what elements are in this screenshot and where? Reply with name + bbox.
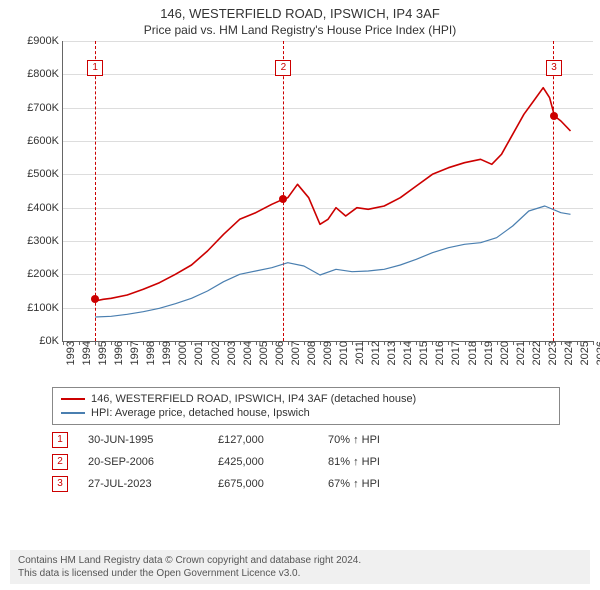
x-axis-label: 2026 — [593, 341, 600, 365]
x-axis-label: 2004 — [240, 341, 254, 365]
sale-row-price: £425,000 — [218, 456, 308, 468]
x-axis-label: 1999 — [159, 341, 173, 365]
legend-label: 146, WESTERFIELD ROAD, IPSWICH, IP4 3AF … — [91, 393, 416, 405]
legend-item: HPI: Average price, detached house, Ipsw… — [61, 406, 551, 420]
sale-row-date: 20-SEP-2006 — [88, 456, 198, 468]
x-axis-label: 2011 — [352, 341, 366, 365]
legend-swatch — [61, 412, 85, 414]
x-axis-label: 2017 — [448, 341, 462, 365]
footer-note: Contains HM Land Registry data © Crown c… — [10, 550, 590, 584]
sales-table: 1 30-JUN-1995 £127,000 70% ↑ HPI 2 20-SEP-200… — [52, 429, 560, 495]
sale-flag: 2 — [275, 60, 291, 76]
x-axis-label: 2010 — [336, 341, 350, 365]
footer-line-1: Contains HM Land Registry data © Crown c… — [18, 554, 582, 567]
sale-row-price: £675,000 — [218, 478, 308, 490]
y-axis-label: £500K — [27, 168, 63, 180]
x-axis-label: 2012 — [368, 341, 382, 365]
y-axis-label: £900K — [27, 35, 63, 47]
series-lines — [63, 41, 593, 341]
chart-subtitle: Price paid vs. HM Land Registry's House … — [0, 21, 600, 41]
x-axis-label: 1998 — [143, 341, 157, 365]
x-axis-label: 2024 — [561, 341, 575, 365]
x-axis-label: 2001 — [191, 341, 205, 365]
x-axis-label: 2016 — [432, 341, 446, 365]
x-axis-label: 2007 — [288, 341, 302, 365]
sale-row: 1 30-JUN-1995 £127,000 70% ↑ HPI — [52, 429, 560, 451]
legend-label: HPI: Average price, detached house, Ipsw… — [91, 407, 310, 419]
plot-area: £0K£100K£200K£300K£400K£500K£600K£700K£8… — [62, 41, 593, 342]
y-axis-label: £0K — [39, 335, 63, 347]
x-axis-label: 2023 — [545, 341, 559, 365]
x-axis-label: 2013 — [384, 341, 398, 365]
y-axis-label: £200K — [27, 268, 63, 280]
sale-flag: 3 — [546, 60, 562, 76]
sale-row: 2 20-SEP-2006 £425,000 81% ↑ HPI — [52, 451, 560, 473]
x-axis-label: 2000 — [175, 341, 189, 365]
sale-row: 3 27-JUL-2023 £675,000 67% ↑ HPI — [52, 473, 560, 495]
sale-row-date: 27-JUL-2023 — [88, 478, 198, 490]
y-axis-label: £800K — [27, 68, 63, 80]
legend-swatch — [61, 398, 85, 400]
x-axis-label: 2019 — [481, 341, 495, 365]
sale-row-hpi: 67% ↑ HPI — [328, 478, 380, 490]
x-axis-label: 2022 — [529, 341, 543, 365]
sale-row-date: 30-JUN-1995 — [88, 434, 198, 446]
legend-item: 146, WESTERFIELD ROAD, IPSWICH, IP4 3AF … — [61, 392, 551, 406]
x-axis-label: 1997 — [127, 341, 141, 365]
sale-row-flag: 2 — [52, 454, 68, 470]
x-axis-label: 2005 — [256, 341, 270, 365]
x-axis-label: 2020 — [497, 341, 511, 365]
x-axis-label: 2008 — [304, 341, 318, 365]
x-axis-label: 2021 — [513, 341, 527, 365]
x-axis-label: 2006 — [272, 341, 286, 365]
y-axis-label: £100K — [27, 302, 63, 314]
sale-row-hpi: 70% ↑ HPI — [328, 434, 380, 446]
y-axis-label: £600K — [27, 135, 63, 147]
x-axis-label: 2002 — [208, 341, 222, 365]
y-axis-label: £700K — [27, 102, 63, 114]
sale-row-hpi: 81% ↑ HPI — [328, 456, 380, 468]
y-axis-label: £400K — [27, 202, 63, 214]
sale-marker-dot — [91, 295, 99, 303]
sale-row-flag: 1 — [52, 432, 68, 448]
x-axis-label: 1993 — [63, 341, 77, 365]
sale-marker-dot — [279, 195, 287, 203]
sale-flag: 1 — [87, 60, 103, 76]
sale-row-price: £127,000 — [218, 434, 308, 446]
sale-marker-dot — [550, 112, 558, 120]
x-axis-label: 2009 — [320, 341, 334, 365]
sale-row-flag: 3 — [52, 476, 68, 492]
x-axis-label: 2015 — [416, 341, 430, 365]
x-axis-label: 2003 — [224, 341, 238, 365]
x-axis-label: 2014 — [400, 341, 414, 365]
chart-title: 146, WESTERFIELD ROAD, IPSWICH, IP4 3AF — [0, 0, 600, 21]
footer-line-2: This data is licensed under the Open Gov… — [18, 567, 582, 580]
x-axis-label: 2025 — [577, 341, 591, 365]
legend: 146, WESTERFIELD ROAD, IPSWICH, IP4 3AF … — [52, 387, 560, 425]
chart-area: £0K £100K £200K £300K £400K £500K £600K £700K £8… — [10, 41, 590, 381]
x-axis-label: 1995 — [95, 341, 109, 365]
x-axis-label: 1996 — [111, 341, 125, 365]
x-axis-label: 1994 — [79, 341, 93, 365]
y-axis-label: £300K — [27, 235, 63, 247]
x-axis-label: 2018 — [465, 341, 479, 365]
